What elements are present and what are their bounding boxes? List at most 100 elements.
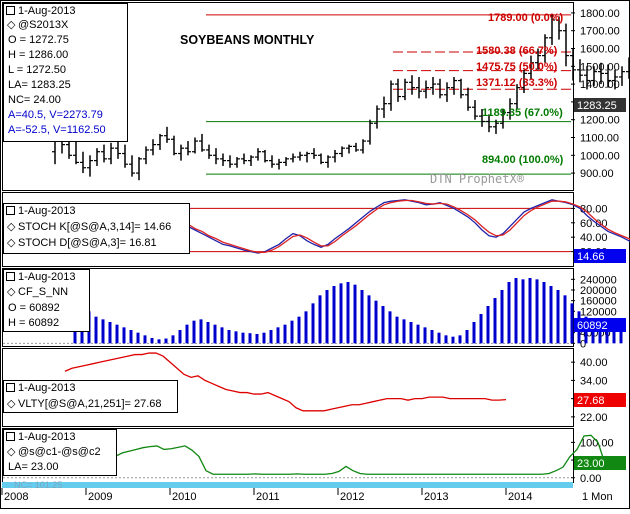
cot-bar — [311, 303, 315, 344]
cot-bar — [500, 290, 504, 344]
ohlc-open: O = 1272.75 — [8, 34, 69, 46]
ohlc-bar — [346, 144, 352, 154]
y-tick-label: 160000 — [580, 296, 617, 308]
cot-bar — [486, 306, 490, 344]
cot-bar — [409, 322, 413, 344]
ohlc-bar — [584, 66, 590, 90]
cot-bar — [416, 324, 420, 344]
cot-bar — [493, 298, 497, 344]
legend-diamond-icon: ◇ — [7, 446, 16, 458]
cot-bar — [227, 330, 231, 344]
panel-date: 1-Aug-2013 — [18, 382, 76, 394]
cot-bar — [276, 327, 280, 344]
cot-bar — [192, 320, 196, 344]
ohlc-bar — [458, 78, 464, 99]
y-tick-label: 1800.00 — [580, 8, 620, 20]
vlty-panel-frame — [2, 348, 574, 427]
y-tick-label: 900.00 — [580, 168, 614, 180]
cot-bar — [353, 284, 357, 344]
vlty-info-box[interactable]: 1-Aug-2013 ◇ VLTY[@S@A,21,251]= 27.68 — [3, 380, 178, 413]
panel-menu-icon[interactable] — [6, 206, 15, 215]
ohlc-bar — [605, 64, 611, 88]
ohlc-bar — [171, 135, 177, 156]
ohlc-bar — [73, 139, 79, 165]
timeframe-label[interactable]: 1 Mon — [582, 491, 613, 503]
y-tick-label: 22.00 — [580, 412, 608, 424]
y-tick-label: 1100.00 — [580, 132, 619, 144]
ohlc-bar — [283, 157, 289, 166]
price-info-box[interactable]: 1-Aug-2013 ◇ @S2013X O = 1272.75 H = 128… — [3, 3, 128, 142]
price-panel-frame — [2, 2, 574, 191]
chart-title: SOYBEANS MONTHLY — [180, 33, 315, 47]
panel-menu-icon[interactable] — [6, 272, 15, 281]
ohlc-bar — [465, 87, 471, 111]
cot-bar — [339, 283, 343, 344]
ohlc-bar — [255, 148, 261, 161]
fib-label: 1789.00 (0.0%) — [488, 12, 564, 24]
y-tick-label: 0 — [580, 338, 586, 350]
legend-diamond-icon: ◇ — [7, 221, 16, 233]
cot-bar — [437, 332, 441, 344]
cot-bar — [598, 322, 602, 344]
ohlc-bar — [122, 144, 128, 168]
cot-last-text: 60892 — [577, 320, 608, 332]
cot-bar — [304, 311, 308, 344]
cot-bar — [549, 286, 553, 344]
cot-bar — [619, 327, 623, 344]
ohlc-bar — [570, 48, 576, 81]
ohlc-bar — [528, 55, 534, 79]
ohlc-bar — [381, 96, 387, 118]
y-tick-label: 1700.00 — [580, 26, 620, 38]
ohlc-bars — [52, 14, 630, 181]
panel-menu-icon[interactable] — [6, 6, 15, 15]
year-label: 2009 — [88, 491, 112, 503]
time-scroll-strip[interactable] — [2, 482, 573, 488]
y-tick-label: 120000 — [580, 306, 617, 318]
cot-bar — [94, 316, 98, 344]
ohlc-bar — [409, 75, 415, 95]
spread-last-text: 23.00 — [577, 458, 605, 470]
ohlc-bar — [521, 69, 527, 93]
stoch-info-box[interactable]: 1-Aug-2013 ◇ STOCH K[@S@A,3,14]= 14.66 ◇… — [3, 203, 190, 254]
cot-bar — [213, 324, 217, 344]
ghost-netchange: NC= 101.25 — [14, 480, 62, 490]
spread-series-line — [114, 434, 613, 475]
last-price-tag — [574, 98, 626, 112]
ohlc-bar — [276, 158, 282, 170]
cot-bar — [332, 286, 336, 344]
ohlc-bar — [423, 80, 429, 99]
ohlc-bar — [87, 155, 93, 177]
cot-bar — [374, 300, 378, 344]
ohlc-bar — [157, 133, 163, 150]
ohlc-bar — [577, 59, 583, 83]
year-label: 2008 — [4, 491, 28, 503]
panel-menu-icon[interactable] — [6, 383, 15, 392]
y-tick-label: 100.00 — [580, 437, 614, 449]
panel-menu-icon[interactable] — [6, 432, 15, 441]
ohlc-bar — [178, 144, 184, 161]
ohlc-bar — [430, 76, 436, 95]
fib-label: 894.00 (100.0%) — [482, 154, 564, 166]
angle-value-1: A=40.5, V=2273.79 — [8, 109, 103, 121]
cot-bar — [101, 319, 105, 344]
info-box-frame — [3, 380, 178, 413]
spread-info-box[interactable]: 1-Aug-2013 ◇ @s@c1-@s@c2 LA= 23.00 — [3, 429, 117, 476]
cot-bar — [136, 332, 140, 344]
panel-date: 1-Aug-2013 — [18, 205, 76, 217]
ohlc-bar — [486, 114, 492, 133]
cot-bar — [395, 316, 399, 344]
cot-bar — [290, 320, 294, 344]
cot-bar — [423, 327, 427, 344]
info-box-frame — [3, 3, 128, 142]
ohlc-bar — [269, 155, 275, 168]
ohlc-bar — [101, 144, 107, 163]
ohlc-bar — [227, 155, 233, 168]
ohlc-bar — [150, 139, 156, 156]
ohlc-bar — [143, 146, 149, 165]
y-tick-label: 1200.00 — [580, 115, 620, 127]
cot-bar — [570, 303, 574, 344]
cot-info-box[interactable]: 1-Aug-2013 ◇ CF_S_NN O = 60892 H = 60892 — [3, 269, 90, 332]
vlty-line — [64, 352, 507, 412]
ohlc-bar — [535, 48, 541, 70]
